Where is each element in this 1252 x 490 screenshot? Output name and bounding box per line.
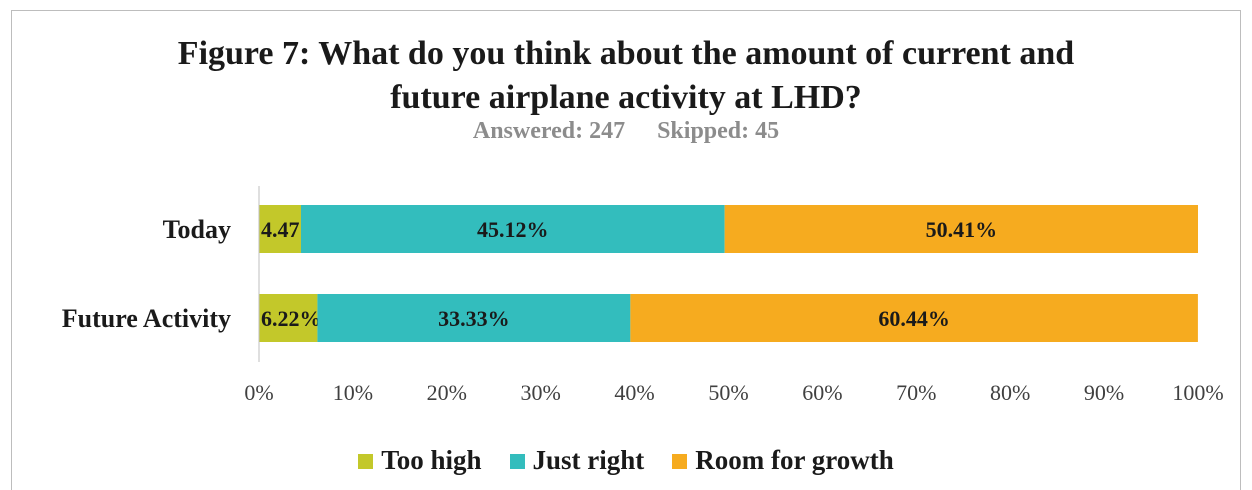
x-tick-label: 40% [614,380,654,405]
bar-segment [317,294,631,342]
legend-swatch [358,453,374,469]
bars-group: 4.47% 45.12% 50.41%6.22% 33.33% 60.44% [259,205,1198,342]
bar-segment [300,205,725,253]
legend-swatch [672,453,688,469]
x-tick-label: 80% [990,380,1030,405]
data-label: 50.41% [926,217,998,242]
category-labels: Today Future Activity [62,215,231,333]
title-line-1: Figure 7: What do you think about the am… [177,35,1075,72]
bar-segment [630,294,1198,342]
data-label: 6.22% [261,306,322,331]
chart-frame [11,10,1241,490]
x-tick-label: 70% [896,380,936,405]
x-tick-label: 0% [244,380,273,405]
legend-item: Room for growth [672,445,894,476]
title-line-2: future airplane activity at LHD? [390,79,862,116]
bar-segment [724,205,1198,253]
data-label: 45.12% [477,217,549,242]
x-tick-label: 100% [1172,380,1223,405]
x-tick-label: 30% [521,380,561,405]
data-label: 60.44% [878,306,950,331]
x-tick-label: 20% [427,380,467,405]
x-tick-label: 60% [802,380,842,405]
legend: Too high Just right Room for growth [0,443,1252,476]
category-label: Today [163,215,231,244]
legend-item: Too high [358,445,482,476]
data-label: 33.33% [438,306,510,331]
bar-segment [259,205,301,253]
x-axis-ticks: 0% 10% 20% 30% 40% 50% 60% 70% 80% 90% 100% [244,380,1223,405]
x-tick-label: 50% [708,380,748,405]
x-tick-label: 10% [333,380,373,405]
x-tick-label: 90% [1084,380,1124,405]
legend-label: Too high [381,445,482,476]
answered-count: Answered: 247 [472,118,626,144]
legend-swatch [509,453,525,469]
category-label: Future Activity [62,304,231,333]
legend-label: Just right [532,445,645,476]
skipped-count: Skipped: 45 [657,118,780,144]
chart-subtitle: Answered: 247 Skipped: 45 [0,118,1252,145]
bar-segment [259,294,318,342]
legend-label: Room for growth [695,445,894,476]
chart-title: Figure 7: What do you think about the am… [0,32,1252,120]
legend-item: Just right [509,445,645,476]
